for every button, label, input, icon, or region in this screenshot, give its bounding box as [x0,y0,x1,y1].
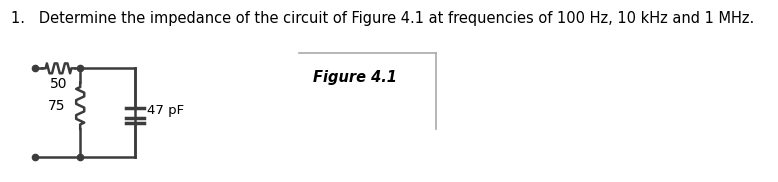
Text: 50: 50 [50,77,67,91]
Text: 47 pF: 47 pF [147,104,184,117]
Text: 1.   Determine the impedance of the circuit of Figure 4.1 at frequencies of 100 : 1. Determine the impedance of the circui… [11,11,755,26]
Text: 75: 75 [48,99,65,113]
Text: Figure 4.1: Figure 4.1 [314,70,398,85]
